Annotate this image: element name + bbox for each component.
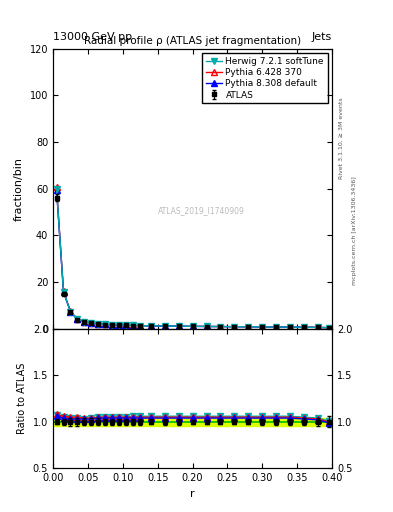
Pythia 6.428 370 bbox=[260, 324, 265, 330]
Herwig 7.2.1 softTune bbox=[316, 324, 321, 330]
Pythia 6.428 370 bbox=[288, 324, 292, 330]
Herwig 7.2.1 softTune bbox=[149, 323, 153, 329]
Herwig 7.2.1 softTune bbox=[232, 324, 237, 330]
Pythia 6.428 370 bbox=[110, 322, 115, 328]
Herwig 7.2.1 softTune bbox=[302, 324, 307, 330]
Herwig 7.2.1 softTune bbox=[162, 323, 167, 329]
Pythia 8.308 default bbox=[138, 323, 143, 329]
Pythia 8.308 default bbox=[326, 325, 331, 331]
Pythia 8.308 default bbox=[162, 323, 167, 329]
Herwig 7.2.1 softTune bbox=[75, 316, 80, 323]
Pythia 6.428 370 bbox=[176, 323, 181, 329]
Pythia 8.308 default bbox=[75, 316, 80, 323]
Text: ATLAS_2019_I1740909: ATLAS_2019_I1740909 bbox=[158, 206, 244, 216]
Pythia 6.428 370 bbox=[75, 316, 80, 322]
Title: Radial profile ρ (ATLAS jet fragmentation): Radial profile ρ (ATLAS jet fragmentatio… bbox=[84, 36, 301, 47]
Text: Jets: Jets bbox=[312, 32, 332, 42]
Pythia 6.428 370 bbox=[204, 324, 209, 330]
Herwig 7.2.1 softTune bbox=[131, 323, 136, 329]
Pythia 8.308 default bbox=[124, 322, 129, 328]
Pythia 8.308 default bbox=[218, 324, 223, 330]
Pythia 6.428 370 bbox=[124, 322, 129, 328]
Pythia 8.308 default bbox=[54, 187, 59, 193]
Pythia 6.428 370 bbox=[316, 324, 321, 330]
Herwig 7.2.1 softTune bbox=[246, 324, 251, 330]
Pythia 8.308 default bbox=[204, 324, 209, 330]
Herwig 7.2.1 softTune bbox=[89, 320, 94, 326]
Herwig 7.2.1 softTune bbox=[110, 322, 115, 328]
Y-axis label: fraction/bin: fraction/bin bbox=[14, 157, 24, 221]
Herwig 7.2.1 softTune bbox=[54, 186, 59, 192]
Pythia 8.308 default bbox=[96, 321, 101, 327]
Pythia 6.428 370 bbox=[232, 324, 237, 330]
Pythia 6.428 370 bbox=[302, 324, 307, 330]
Pythia 6.428 370 bbox=[246, 324, 251, 330]
Pythia 6.428 370 bbox=[82, 318, 87, 325]
Pythia 8.308 default bbox=[68, 309, 73, 315]
Pythia 8.308 default bbox=[131, 323, 136, 329]
Legend: Herwig 7.2.1 softTune, Pythia 6.428 370, Pythia 8.308 default, ATLAS: Herwig 7.2.1 softTune, Pythia 6.428 370,… bbox=[202, 53, 328, 103]
Pythia 8.308 default bbox=[89, 320, 94, 326]
Pythia 8.308 default bbox=[288, 324, 292, 330]
Pythia 6.428 370 bbox=[149, 323, 153, 329]
Herwig 7.2.1 softTune bbox=[138, 323, 143, 329]
Herwig 7.2.1 softTune bbox=[103, 322, 108, 328]
Herwig 7.2.1 softTune bbox=[68, 309, 73, 315]
Pythia 6.428 370 bbox=[218, 324, 223, 330]
Pythia 6.428 370 bbox=[138, 323, 143, 329]
Pythia 8.308 default bbox=[110, 322, 115, 328]
Pythia 6.428 370 bbox=[162, 323, 167, 329]
Pythia 6.428 370 bbox=[89, 320, 94, 326]
Herwig 7.2.1 softTune bbox=[190, 323, 195, 329]
Pythia 8.308 default bbox=[246, 324, 251, 330]
Herwig 7.2.1 softTune bbox=[274, 324, 279, 330]
Line: Pythia 8.308 default: Pythia 8.308 default bbox=[54, 187, 331, 331]
Pythia 6.428 370 bbox=[103, 322, 108, 328]
Y-axis label: Ratio to ATLAS: Ratio to ATLAS bbox=[17, 363, 27, 434]
Pythia 6.428 370 bbox=[131, 323, 136, 329]
Pythia 8.308 default bbox=[149, 323, 153, 329]
Pythia 8.308 default bbox=[61, 289, 66, 295]
Pythia 8.308 default bbox=[82, 319, 87, 325]
Pythia 8.308 default bbox=[260, 324, 265, 330]
Herwig 7.2.1 softTune bbox=[176, 323, 181, 329]
Pythia 8.308 default bbox=[117, 322, 122, 328]
Pythia 6.428 370 bbox=[96, 321, 101, 327]
X-axis label: r: r bbox=[190, 489, 195, 499]
Line: Pythia 6.428 370: Pythia 6.428 370 bbox=[54, 185, 331, 330]
Text: mcplots.cern.ch [arXiv:1306.3436]: mcplots.cern.ch [arXiv:1306.3436] bbox=[352, 176, 357, 285]
Pythia 8.308 default bbox=[274, 324, 279, 330]
Pythia 6.428 370 bbox=[326, 325, 331, 331]
Pythia 6.428 370 bbox=[61, 288, 66, 294]
Herwig 7.2.1 softTune bbox=[96, 321, 101, 327]
Pythia 6.428 370 bbox=[190, 323, 195, 329]
Herwig 7.2.1 softTune bbox=[82, 319, 87, 325]
Pythia 6.428 370 bbox=[54, 184, 59, 190]
Pythia 8.308 default bbox=[176, 323, 181, 329]
Pythia 6.428 370 bbox=[117, 322, 122, 328]
Herwig 7.2.1 softTune bbox=[326, 325, 331, 331]
Pythia 8.308 default bbox=[232, 324, 237, 330]
Herwig 7.2.1 softTune bbox=[260, 324, 265, 330]
Line: Herwig 7.2.1 softTune: Herwig 7.2.1 softTune bbox=[54, 186, 331, 330]
Herwig 7.2.1 softTune bbox=[61, 289, 66, 295]
Herwig 7.2.1 softTune bbox=[117, 322, 122, 328]
Pythia 6.428 370 bbox=[274, 324, 279, 330]
Herwig 7.2.1 softTune bbox=[204, 324, 209, 330]
Pythia 8.308 default bbox=[190, 323, 195, 329]
Herwig 7.2.1 softTune bbox=[288, 324, 292, 330]
Text: 13000 GeV pp: 13000 GeV pp bbox=[53, 32, 132, 42]
Herwig 7.2.1 softTune bbox=[218, 324, 223, 330]
Pythia 8.308 default bbox=[302, 324, 307, 330]
Pythia 6.428 370 bbox=[68, 308, 73, 314]
Pythia 8.308 default bbox=[103, 322, 108, 328]
Text: Rivet 3.1.10, ≥ 3M events: Rivet 3.1.10, ≥ 3M events bbox=[339, 97, 344, 179]
Herwig 7.2.1 softTune bbox=[124, 322, 129, 328]
Pythia 8.308 default bbox=[316, 324, 321, 330]
